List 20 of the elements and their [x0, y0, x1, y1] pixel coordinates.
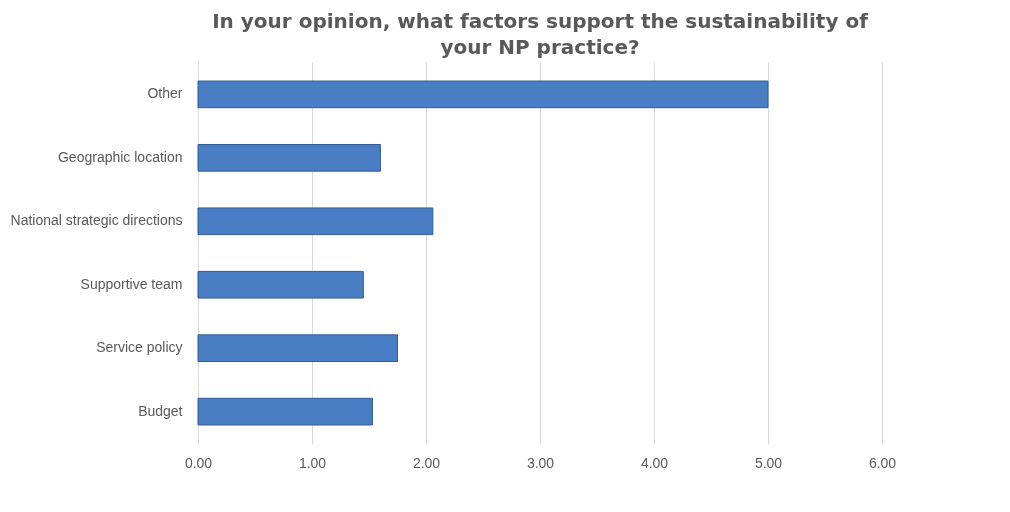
bar	[197, 397, 373, 426]
x-tick-label: 4.00	[640, 454, 669, 471]
bar	[197, 270, 364, 299]
bar	[197, 207, 434, 236]
x-tick-label: 5.00	[754, 454, 783, 471]
chart-title: In your opinion, what factors support the sustainability of your NP practice?	[212, 9, 869, 59]
y-tick-label: Other	[147, 85, 183, 102]
y-tick-label: Budget	[138, 402, 183, 419]
x-tick-label: 6.00	[868, 454, 897, 471]
y-tick-label: National strategic directions	[10, 212, 183, 229]
x-tick-label: 2.00	[412, 454, 441, 471]
bar	[197, 80, 769, 109]
x-tick-label: 0.00	[184, 454, 213, 471]
y-tick-label: Geographic location	[57, 148, 183, 165]
bar	[197, 143, 381, 172]
y-tick-label: Service policy	[96, 339, 183, 356]
y-tick-label: Supportive team	[80, 275, 183, 292]
x-tick-label: 1.00	[298, 454, 327, 471]
x-tick-label: 3.00	[526, 454, 555, 471]
bar	[197, 334, 398, 363]
